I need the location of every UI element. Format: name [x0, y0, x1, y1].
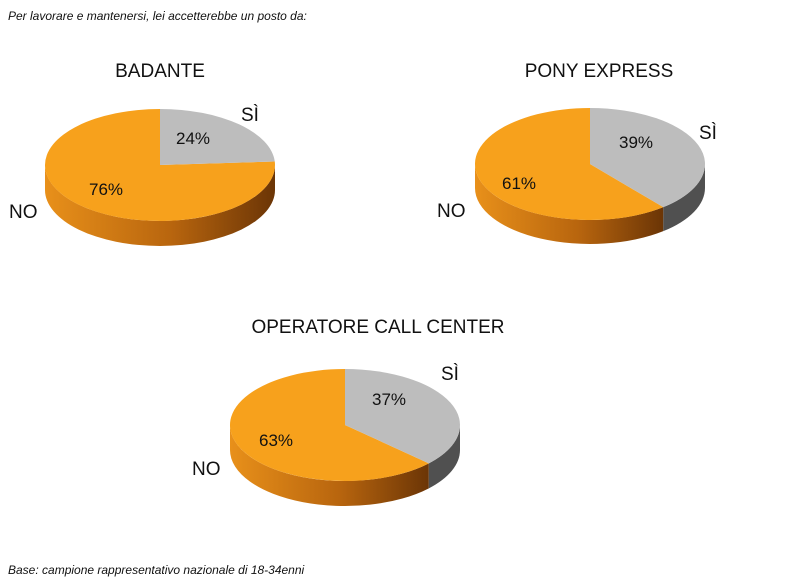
pie-slice-top-no [474, 108, 664, 220]
pie-slice-top-no [44, 109, 275, 222]
base-note: Base: campione rappresentativo nazionale… [8, 563, 305, 577]
value-label-si: 24% [176, 129, 210, 148]
pie-slice-side-si [663, 164, 705, 232]
pie-pony-express: 39% 61% SÌ NO [437, 108, 717, 244]
pie-slice-side-no [475, 164, 664, 244]
pie-slice-top-si [590, 108, 705, 208]
category-label-no: NO [437, 201, 466, 222]
value-label-si: 37% [372, 390, 406, 409]
value-label-no: 76% [89, 180, 123, 199]
category-label-no: NO [192, 459, 221, 480]
pie-badante: 24% 76% SÌ NO [9, 105, 275, 246]
pie-slice-top-si [345, 369, 460, 464]
value-label-si: 39% [619, 133, 653, 152]
category-label-si: SÌ [441, 364, 459, 385]
pie-slice-top-si [160, 109, 275, 165]
chart-title-badante: BADANTE [115, 61, 205, 82]
chart-title-operatore-call-center: OPERATORE CALL CENTER [251, 317, 505, 338]
category-label-si: SÌ [241, 105, 259, 126]
value-label-no: 61% [502, 174, 536, 193]
pie-slice-side-no [45, 165, 275, 246]
pie-operatore-call-center: 37% 63% SÌ NO [192, 364, 460, 506]
pie-slice-side-no [230, 425, 429, 506]
value-label-no: 63% [259, 431, 293, 450]
chart-title-pony-express: PONY EXPRESS [524, 61, 674, 82]
pie-slice-side-si [428, 425, 460, 489]
question-text: Per lavorare e mantenersi, lei accettere… [8, 9, 307, 23]
pie-slice-top-no [229, 369, 429, 481]
category-label-si: SÌ [699, 123, 717, 144]
category-label-no: NO [9, 202, 38, 223]
